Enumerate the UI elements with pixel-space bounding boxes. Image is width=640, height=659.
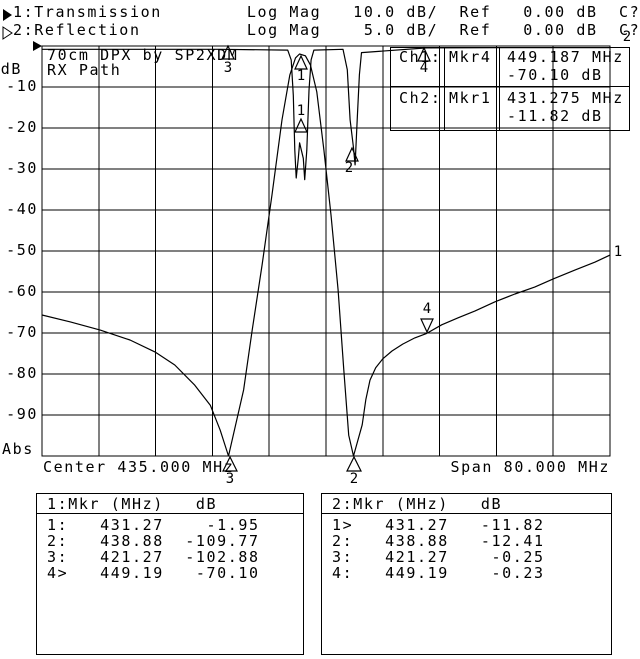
marker-table-ch2: 2:Mkr (MHz) dB 1> 431.27 -11.82 2: 438.8…	[321, 493, 612, 655]
marker2-label-ch2: 2	[344, 160, 354, 176]
trace2-end-label: 2	[622, 29, 632, 45]
readout-divider	[499, 87, 500, 130]
span-label: Span 80.000 MHz	[450, 458, 610, 476]
table-row: 2: 438.88 -12.41	[332, 532, 545, 550]
marker3-label-ch2: 3	[223, 60, 233, 76]
y-axis-unit: dB	[0, 60, 22, 78]
marker-table-ch1: 1:Mkr (MHz) dB 1: 431.27 -1.95 2: 438.88…	[36, 493, 304, 655]
marker1-label-ch2: 1	[296, 103, 306, 119]
y-tick-30: -30	[6, 159, 38, 177]
marker2-icon-axis	[346, 455, 362, 472]
readout-box-ch2: Ch2: Mkr1 431.275 MHz -11.82 dB	[390, 86, 630, 131]
readout-channel: Ch2:	[399, 89, 442, 107]
readout-divider	[444, 87, 445, 130]
readout-freq: 431.275 MHz	[507, 89, 624, 107]
table-row: 1: 431.27 -1.95	[47, 516, 260, 534]
marker4-label-ch1: 4	[422, 301, 432, 317]
table-row: 4> 449.19 -70.10	[47, 564, 260, 582]
marker3-label-axis: 3	[225, 471, 235, 487]
center-frequency-label: Center 435.000 MHz	[43, 458, 235, 476]
y-tick-60: -60	[6, 282, 38, 300]
y-tick-20: -20	[6, 118, 38, 136]
marker4-icon-ch1	[420, 318, 434, 334]
table-header-divider	[322, 513, 611, 514]
table-row: 3: 421.27 -0.25	[332, 548, 545, 566]
readout-divider	[499, 48, 500, 86]
y-tick-90: -90	[6, 405, 38, 423]
marker2-label-axis: 2	[349, 471, 359, 487]
marker-table-header: 1:Mkr (MHz) dB	[47, 495, 218, 513]
table-header-divider	[37, 513, 303, 514]
marker1-icon-ch2	[294, 117, 308, 133]
readout-level: -11.82 dB	[507, 107, 603, 125]
readout-divider	[444, 48, 445, 86]
y-tick-50: -50	[6, 241, 38, 259]
y-tick-10: -10	[6, 77, 38, 95]
y-tick-40: -40	[6, 200, 38, 218]
y-tick-80: -80	[6, 364, 38, 382]
readout-marker: Mkr1	[449, 89, 492, 107]
table-row: 2: 438.88 -109.77	[47, 532, 260, 550]
inactive-channel-icon	[2, 26, 13, 40]
readout-level: -70.10 dB	[507, 66, 603, 84]
channel1-header: 1:Transmission Log Mag 10.0 dB/ Ref 0.00…	[13, 3, 640, 21]
active-channel-icon	[3, 9, 12, 21]
table-row: 4: 449.19 -0.23	[332, 564, 545, 582]
readout-freq: 449.187 MHz	[507, 48, 624, 66]
trace-title-line2: RX Path	[47, 61, 122, 79]
marker1-label-ch1: 1	[296, 68, 306, 84]
table-row: 1> 431.27 -11.82	[332, 516, 545, 534]
trace1-end-label: 1	[613, 244, 623, 260]
channel2-header: 2:Reflection Log Mag 5.0 dB/ Ref 0.00 dB…	[13, 21, 640, 39]
readout-marker: Mkr4	[449, 48, 492, 66]
marker-table-header: 2:Mkr (MHz) dB	[332, 495, 503, 513]
marker4-label-ch2: 4	[419, 60, 429, 76]
abs-label: Abs	[2, 440, 34, 458]
ref-level-icon	[33, 41, 42, 51]
table-row: 3: 421.27 -102.88	[47, 548, 260, 566]
y-tick-70: -70	[6, 323, 38, 341]
